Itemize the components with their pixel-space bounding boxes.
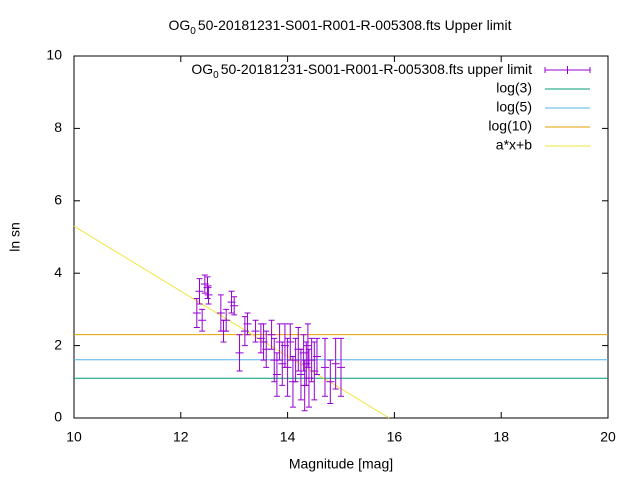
error-bar [222,308,231,332]
error-bar [296,348,305,401]
error-bar [198,308,207,332]
legend-label: OG0 50-20181231-S001-R001-R-005308.fts up… [191,61,532,81]
error-bar [272,352,281,397]
fit-line [73,225,390,419]
legend-label-part: OG [191,61,213,77]
error-bar [307,337,316,383]
error-bar [270,337,279,383]
error-bar [302,341,311,386]
error-bar [299,334,308,372]
error-bar [267,319,276,350]
y-tick-label: 6 [54,192,62,208]
legend-label-part: 0 [213,70,219,81]
error-bar [204,285,213,305]
y-tick-label: 8 [54,119,62,135]
error-bar [326,359,335,405]
plot-border [73,55,609,419]
error-bar [230,296,239,316]
y-axis-label: ln sn [7,222,23,252]
legend-label: log(5) [496,99,532,115]
error-bar [278,341,287,386]
error-bar [227,290,236,314]
error-bar [331,337,340,390]
error-bar [195,278,204,305]
error-bar [192,298,201,328]
error-bar [262,330,271,368]
y-tick-label: 2 [54,336,62,352]
legend-label-part: 50-20181231-S001-R001-R-005308.fts upper… [221,61,532,77]
error-bar [320,337,329,397]
x-axis-label: Magnitude [mag] [289,456,393,472]
error-bar [304,348,313,408]
x-tick-label: 12 [173,429,189,445]
error-bar [203,276,212,300]
error-bar [251,319,260,343]
error-bar [200,274,209,294]
error-bar [243,312,252,336]
error-bar [303,323,312,368]
x-tick-label: 20 [600,429,616,445]
error-bar [235,334,244,372]
y-tick-label: 4 [54,264,62,280]
error-bar [310,341,319,401]
x-tick-label: 14 [280,429,296,445]
error-bar [259,323,268,361]
error-bar [312,337,321,376]
legend-label: log(3) [496,80,532,96]
error-bar [286,323,295,361]
y-tick-label: 0 [54,409,62,425]
x-tick-label: 16 [387,429,403,445]
y-tick-label: 10 [46,47,62,63]
legend-label: a*x+b [496,137,532,153]
legend-swatch [544,66,591,74]
error-bar [283,337,292,397]
x-tick-label: 10 [66,429,82,445]
error-bar [291,337,300,383]
legend-label: log(10) [488,118,532,134]
x-tick-label: 18 [493,429,509,445]
chart-title: OG0 50-20181231-S001-R001-R-005308.fts Up… [169,17,512,37]
error-bar [240,316,249,347]
error-bar [337,337,345,397]
